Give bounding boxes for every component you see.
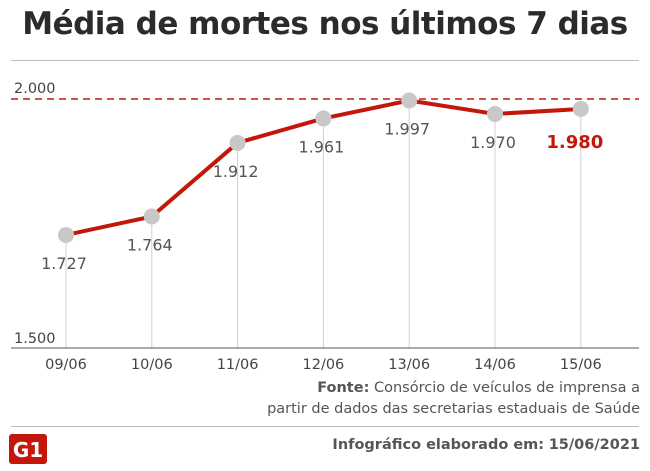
data-label: 1.727 bbox=[41, 254, 87, 273]
source-note: Fonte: Consórcio de veículos de imprensa… bbox=[220, 378, 640, 420]
x-tick-label: 11/06 bbox=[217, 357, 259, 373]
data-label-highlight: 1.980 bbox=[546, 132, 603, 153]
g1-logo: G1 bbox=[9, 434, 47, 464]
data-point bbox=[58, 226, 74, 243]
x-tick-label: 14/06 bbox=[474, 357, 516, 373]
data-label: 1.997 bbox=[384, 119, 430, 138]
svg-text:G1: G1 bbox=[13, 438, 43, 462]
x-tick-label: 12/06 bbox=[303, 357, 345, 373]
data-point bbox=[315, 110, 332, 127]
line-chart: 2.000 1.500 09/06 10/06 11/06 12/06 13/06 14/06… bbox=[11, 81, 639, 373]
x-tick-label: 10/06 bbox=[131, 357, 173, 373]
top-divider bbox=[11, 60, 639, 61]
source-line1: Consórcio de veículos de imprensa a bbox=[373, 380, 640, 396]
data-label: 1.764 bbox=[127, 236, 173, 255]
source-line2: partir de dados das secretarias estaduai… bbox=[267, 401, 640, 417]
x-tick-label: 13/06 bbox=[388, 357, 430, 373]
source-label: Fonte: bbox=[317, 380, 370, 396]
data-label: 1.970 bbox=[470, 133, 516, 152]
data-point bbox=[572, 100, 589, 117]
data-label: 1.961 bbox=[298, 137, 344, 156]
x-tick-label: 09/06 bbox=[45, 357, 87, 373]
data-label: 1.912 bbox=[213, 162, 259, 181]
credit-date: 15/06/2021 bbox=[548, 437, 640, 453]
data-point bbox=[143, 208, 160, 225]
data-point bbox=[401, 92, 418, 109]
data-point bbox=[487, 105, 503, 122]
credit-note: Infográfico elaborado em: 15/06/2021 bbox=[332, 437, 640, 453]
data-point bbox=[229, 134, 246, 151]
credit-label: Infográfico elaborado em: bbox=[332, 437, 545, 453]
x-tick-label: 15/06 bbox=[560, 357, 602, 373]
bottom-divider bbox=[11, 426, 639, 427]
chart-title: Média de mortes nos últimos 7 dias bbox=[22, 6, 628, 42]
y-tick-label: 1.500 bbox=[14, 331, 56, 347]
y-tick-label: 2.000 bbox=[14, 81, 56, 97]
